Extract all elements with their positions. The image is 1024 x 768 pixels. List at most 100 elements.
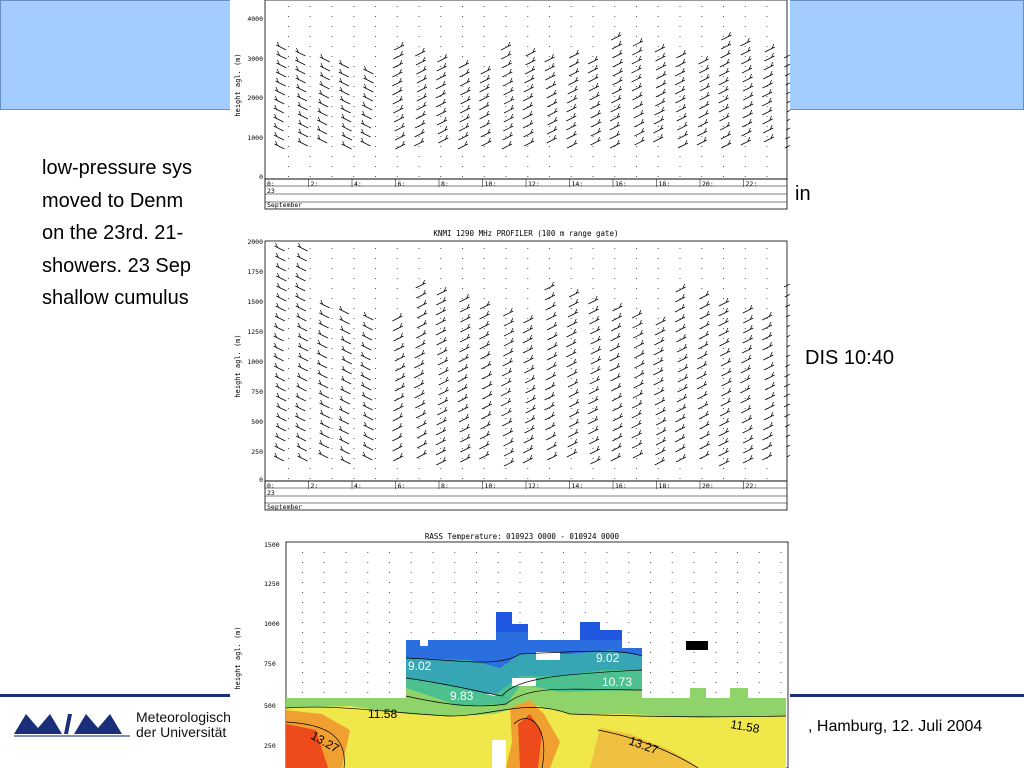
grid-dot — [758, 662, 760, 663]
grid-dot — [723, 328, 724, 329]
grid-dot — [766, 46, 768, 47]
wind-barb — [339, 95, 351, 105]
grid-dot — [505, 318, 507, 319]
grid-dot — [353, 36, 355, 37]
grid-dot — [679, 116, 681, 117]
grid-dot — [331, 76, 333, 77]
grid-dot — [353, 156, 355, 157]
grid-dot — [701, 16, 703, 17]
grid-dot — [309, 338, 311, 339]
wind-barb — [698, 340, 709, 350]
grid-dot — [476, 582, 477, 583]
grid-dot — [584, 562, 586, 563]
wind-barb — [783, 283, 790, 288]
grid-dot — [549, 16, 550, 17]
wind-barb — [761, 331, 773, 341]
grid-dot — [331, 156, 333, 157]
wind-barb — [363, 74, 374, 84]
grid-dot — [375, 76, 376, 77]
wind-barb — [522, 344, 534, 354]
y-tick-label: 4000 — [247, 15, 263, 23]
wind-barb — [297, 332, 309, 342]
grid-dot — [410, 632, 412, 633]
wind-barb — [653, 133, 664, 143]
grid-dot — [614, 248, 616, 249]
grid-dot — [483, 428, 485, 429]
grid-dot — [657, 428, 659, 429]
wind-barb — [273, 104, 284, 114]
grid-dot — [636, 338, 637, 339]
grid-dot — [331, 318, 333, 319]
grid-dot — [418, 448, 420, 449]
grid-dot — [780, 562, 782, 563]
wind-barb — [699, 100, 710, 110]
grid-dot — [570, 398, 572, 399]
grid-dot — [541, 582, 543, 583]
wind-barb — [338, 77, 350, 87]
grid-dot — [592, 16, 594, 17]
grid-dot — [527, 468, 529, 469]
wind-barb — [297, 137, 308, 147]
wind-barb — [275, 422, 287, 432]
grid-dot — [331, 106, 333, 107]
wind-barb — [654, 336, 665, 346]
grid-dot — [592, 96, 594, 97]
grid-dot — [549, 36, 550, 37]
grid-dot — [331, 398, 333, 399]
wind-barb — [588, 425, 599, 435]
wind-barb — [785, 354, 790, 358]
grid-dot — [462, 388, 463, 389]
wind-barb — [718, 457, 730, 467]
grid-dot — [549, 298, 550, 299]
wind-barb — [631, 73, 642, 83]
wind-barb — [479, 83, 490, 93]
wind-barb — [275, 262, 287, 272]
grid-dot — [331, 258, 333, 259]
wind-barb — [338, 59, 350, 69]
grid-dot — [614, 428, 616, 429]
grid-dot — [288, 16, 289, 17]
wind-barb — [762, 79, 773, 89]
grid-dot — [570, 328, 572, 329]
grid-dot — [345, 662, 347, 663]
wind-barb — [718, 427, 729, 437]
wind-barb — [273, 352, 284, 362]
wind-barb — [785, 434, 790, 438]
wind-barb — [610, 372, 621, 382]
grid-dot — [288, 348, 289, 349]
grid-dot — [570, 448, 572, 449]
wind-barb — [362, 441, 374, 451]
grid-dot — [628, 642, 630, 643]
grid-dot — [476, 632, 477, 633]
grid-dot — [367, 572, 369, 573]
grid-dot — [679, 368, 681, 369]
wind-barb — [588, 395, 599, 405]
wind-barb — [524, 137, 535, 147]
grid-dot — [606, 592, 608, 593]
grid-dot — [462, 368, 463, 369]
wind-barb — [699, 430, 710, 440]
wind-barb — [522, 92, 534, 102]
grid-dot — [288, 398, 289, 399]
grid-dot — [679, 358, 681, 359]
wind-barb — [676, 343, 688, 353]
grid-dot — [462, 418, 463, 419]
wind-barb — [435, 80, 447, 90]
wind-barb — [414, 128, 425, 138]
grid-dot — [462, 268, 463, 269]
wind-barb — [721, 387, 732, 397]
grid-dot — [693, 682, 695, 683]
wind-barb — [295, 402, 306, 412]
wind-barb — [458, 413, 470, 423]
grid-dot — [766, 438, 768, 439]
grid-dot — [614, 438, 616, 439]
wind-barb — [273, 342, 284, 352]
wind-barb — [416, 289, 427, 299]
grid-dot — [766, 76, 768, 77]
wind-barb — [675, 313, 686, 323]
grid-dot — [375, 166, 376, 167]
grid-dot — [440, 478, 442, 479]
grid-dot — [418, 468, 420, 469]
wind-barb — [764, 391, 776, 401]
grid-dot — [309, 298, 311, 299]
